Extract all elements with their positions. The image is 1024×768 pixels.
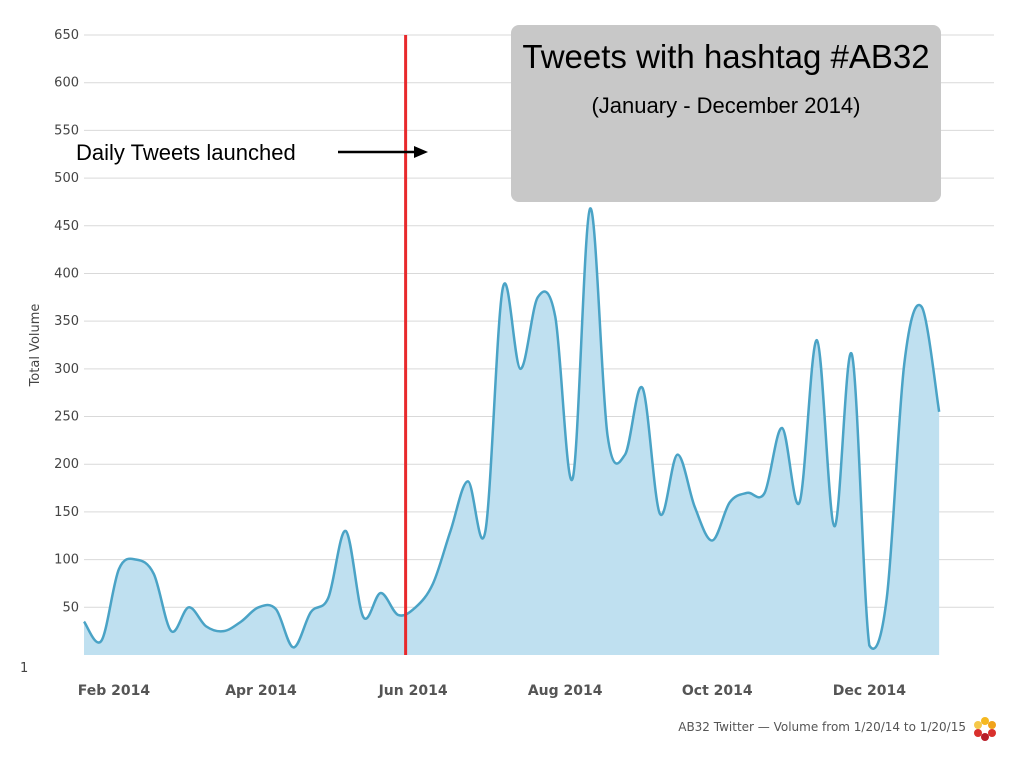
x-tick-label: Aug 2014	[528, 683, 603, 699]
axis-layer: 50 100 150 200 250 300 350 400 450 500 550 600 650 Fe…	[54, 28, 906, 699]
x-tick-label: Feb 2014	[78, 683, 151, 699]
series-line	[82, 207, 941, 650]
y-tick-label: 50	[62, 600, 79, 615]
x-tick-label: Oct 2014	[682, 683, 753, 699]
y-tick-label: 200	[54, 457, 79, 472]
y-tick-label: 300	[54, 362, 79, 377]
y-tick-label: 450	[54, 219, 79, 234]
area-layer	[82, 207, 941, 656]
y-tick-label: 600	[54, 76, 79, 91]
y-tick-label: 500	[54, 171, 79, 186]
title-box: Tweets with hashtag #AB32 (January - Dec…	[511, 25, 941, 202]
footer-caption: AB32 Twitter — Volume from 1/20/14 to 1/…	[678, 720, 966, 734]
y-tick-label: 100	[54, 553, 79, 568]
extra-y-label: 1	[20, 661, 28, 676]
y-tick-label: 400	[54, 266, 79, 281]
x-tick-label: Dec 2014	[833, 683, 907, 699]
y-tick-label: 350	[54, 314, 79, 329]
x-tick-label: Jun 2014	[378, 683, 448, 699]
chart-subtitle: (January - December 2014)	[591, 93, 861, 118]
logo-icon	[974, 717, 996, 741]
annotation-text: Daily Tweets launched	[76, 140, 296, 165]
y-tick-label: 650	[54, 28, 79, 43]
y-tick-label: 250	[54, 410, 79, 425]
annotation-arrow-head	[414, 146, 428, 158]
chart-title: Tweets with hashtag #AB32	[522, 38, 930, 75]
x-tick-label: Apr 2014	[225, 683, 297, 699]
y-tick-label: 550	[54, 123, 79, 138]
series-area	[84, 208, 940, 656]
annotation-layer: Daily Tweets launched	[76, 140, 428, 165]
y-tick-label: 150	[54, 505, 79, 520]
y-axis-label: Total Volume	[28, 304, 43, 388]
